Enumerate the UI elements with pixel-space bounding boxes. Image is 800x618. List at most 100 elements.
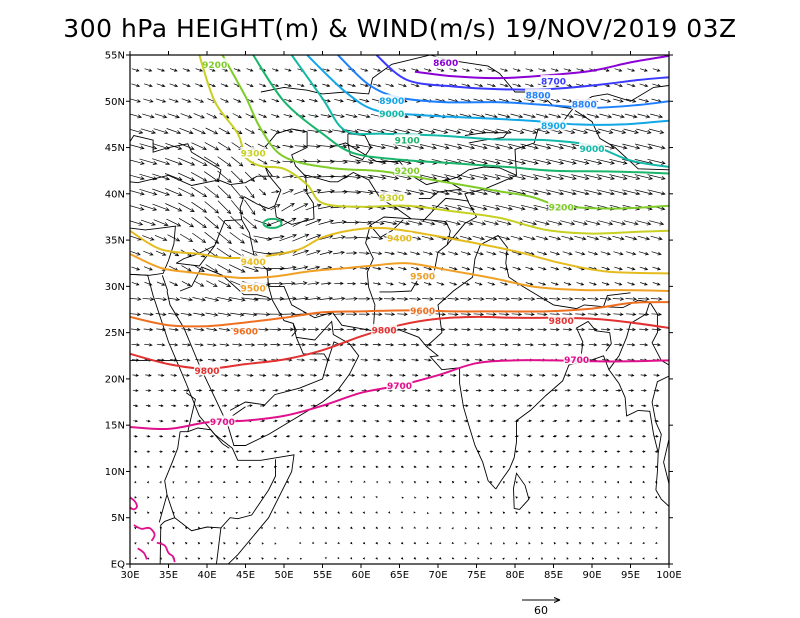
wind-vector [654, 435, 659, 438]
wind-vector [639, 83, 649, 88]
wind-vector [540, 450, 545, 453]
wind-vector [540, 511, 544, 514]
wind-vector [448, 312, 459, 317]
wind-vector [590, 419, 596, 423]
wind-vector [525, 68, 534, 72]
wind-vector [130, 113, 143, 119]
wind-vector [628, 419, 634, 423]
wind-vector [613, 98, 624, 103]
wind-vector [130, 251, 141, 256]
wind-vector [553, 541, 556, 545]
wind-vector [520, 143, 539, 150]
wind-vector [349, 435, 354, 438]
wind-vector [501, 419, 507, 423]
wind-vector [286, 526, 289, 529]
wind-vector [271, 190, 280, 194]
wind-vector [439, 496, 442, 499]
wind-vector [332, 235, 346, 240]
wind-vector [373, 358, 382, 362]
height-contour-9100 [252, 55, 669, 175]
wind-vector [585, 220, 601, 226]
wind-vector [615, 373, 622, 377]
wind-vector [299, 496, 302, 499]
wind-vector [261, 480, 264, 484]
wind-vector [193, 312, 206, 317]
wind-vector [180, 312, 193, 317]
wind-vector [647, 158, 666, 165]
contour-label-9200: 9200 [395, 167, 420, 177]
wind-vector [515, 465, 519, 469]
wind-vector [375, 450, 379, 453]
height-contour-9600 [130, 301, 669, 328]
wind-vector [168, 98, 179, 103]
wind-vector [222, 450, 227, 453]
wind-vector [461, 266, 471, 271]
coastline [422, 197, 469, 222]
wind-vector [324, 541, 327, 545]
wind-vector [350, 511, 353, 514]
wind-vector [299, 557, 302, 560]
wind-vector [310, 404, 317, 408]
wind-vector [280, 311, 296, 317]
wind-vector [486, 251, 497, 256]
wind-vector [563, 68, 572, 72]
wind-vector [515, 496, 518, 499]
wind-vector [130, 297, 142, 301]
wind-vector [554, 480, 557, 484]
contour-label-9400: 9400 [241, 258, 266, 268]
wind-vector [449, 282, 458, 286]
wind-vector [360, 358, 369, 362]
wind-reference-label: 60 [534, 604, 548, 617]
wind-vector [501, 389, 508, 392]
wind-vector [553, 465, 557, 469]
contour-label-bg [394, 164, 421, 176]
wind-vector [539, 419, 545, 423]
wind-vector [653, 389, 660, 392]
wind-vector [273, 435, 278, 438]
wind-vector [601, 327, 611, 332]
wind-vector [350, 541, 353, 545]
wind-vector [282, 144, 294, 149]
wind-vector [604, 542, 607, 545]
contour-label-bg [409, 304, 436, 316]
wind-vector [165, 203, 183, 212]
wind-vector [484, 220, 499, 226]
wind-vector [431, 143, 450, 150]
wind-vector [637, 113, 651, 119]
wind-vector [540, 496, 544, 499]
wind-vector [223, 465, 227, 469]
wind-vector [385, 282, 394, 286]
wind-vector [473, 297, 485, 301]
wind-vector [477, 511, 480, 514]
wind-vector [172, 495, 175, 499]
wind-vector [362, 450, 367, 453]
wind-vector [603, 435, 608, 438]
wind-vector [636, 220, 652, 226]
wind-vector [626, 266, 636, 271]
wind-vector [576, 282, 585, 286]
wind-vector [641, 419, 647, 423]
wind-vector [578, 419, 583, 423]
wind-vector [639, 343, 649, 347]
wind-vector [552, 404, 558, 408]
coastline [158, 494, 168, 523]
wind-vector [198, 526, 201, 530]
wind-vector [628, 389, 635, 392]
wind-vector [193, 113, 205, 119]
wind-vector [305, 218, 322, 226]
wind-vector [344, 220, 360, 225]
wind-vector [375, 435, 380, 438]
wind-vector [336, 404, 342, 408]
wind-vector [639, 282, 648, 286]
wind-vector [600, 312, 612, 317]
wind-vector [358, 312, 371, 317]
wind-vector [132, 389, 139, 392]
wind-vector [318, 219, 335, 225]
wind-vector [324, 480, 327, 484]
wind-vector [578, 527, 582, 530]
wind-vector [231, 156, 244, 167]
wind-vector [436, 358, 445, 362]
wind-vector [345, 235, 359, 240]
wind-vector [553, 511, 556, 514]
contour-label-bg [525, 88, 552, 100]
